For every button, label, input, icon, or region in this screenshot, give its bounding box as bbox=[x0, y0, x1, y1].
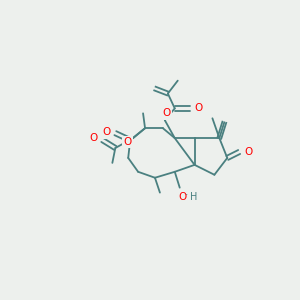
Text: O: O bbox=[178, 192, 187, 202]
Text: ·: · bbox=[185, 190, 188, 201]
Text: O: O bbox=[102, 127, 110, 137]
Text: O: O bbox=[163, 108, 171, 118]
Text: H: H bbox=[190, 192, 197, 202]
Text: O: O bbox=[89, 133, 98, 143]
Text: O: O bbox=[244, 147, 252, 157]
Text: O: O bbox=[194, 103, 203, 113]
Text: O: O bbox=[123, 137, 131, 147]
